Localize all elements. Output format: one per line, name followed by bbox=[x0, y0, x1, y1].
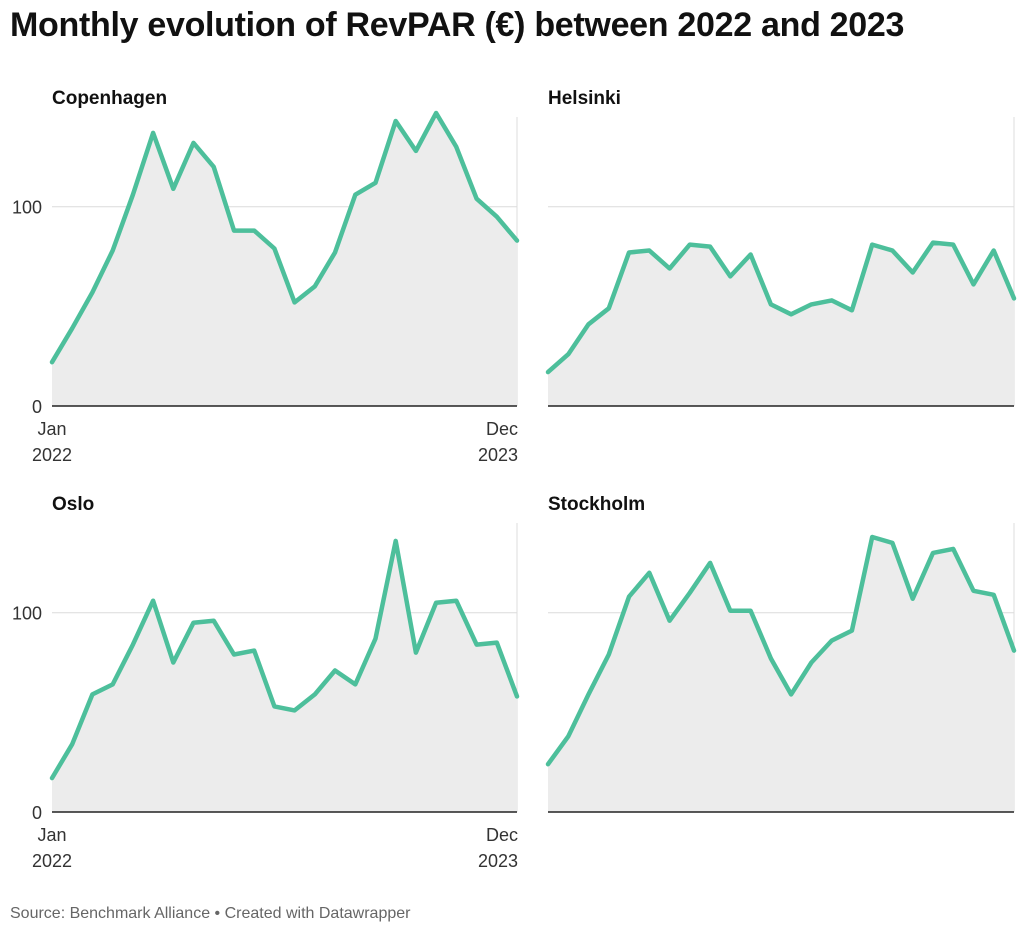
oslo-y-tick-0: 0 bbox=[32, 803, 42, 823]
helsinki-area bbox=[548, 242, 1014, 406]
copenhagen-y-tick-0: 0 bbox=[32, 397, 42, 417]
oslo-series-line bbox=[49, 538, 520, 781]
copenhagen-x-tick-1-line-1: 2023 bbox=[478, 445, 518, 465]
stockholm-area bbox=[548, 537, 1014, 812]
oslo-x-tick-1-line-0: Dec bbox=[486, 825, 518, 845]
stockholm-panel-title: Stockholm bbox=[548, 494, 645, 515]
copenhagen-x-tick-1-line-0: Dec bbox=[486, 419, 518, 439]
copenhagen-x-tick-0-line-0: Jan bbox=[37, 419, 66, 439]
oslo-x-tick-0-line-0: Jan bbox=[37, 825, 66, 845]
oslo-x-tick-1-line-1: 2023 bbox=[478, 851, 518, 871]
oslo-y-tick-100: 100 bbox=[12, 604, 42, 624]
oslo-x-tick-0-line-1: 2022 bbox=[32, 851, 72, 871]
copenhagen-series-line bbox=[49, 110, 520, 365]
copenhagen-panel-title: Copenhagen bbox=[52, 88, 167, 109]
source-footer: Source: Benchmark Alliance • Created wit… bbox=[10, 905, 411, 922]
copenhagen-x-tick-0-line-1: 2022 bbox=[32, 445, 72, 465]
oslo-panel-title: Oslo bbox=[52, 494, 94, 515]
copenhagen-y-tick-100: 100 bbox=[12, 198, 42, 218]
small-multiples-chart: Copenhagen 0 100 Jan 2022 Dec 2023 Helsinki Oslo… bbox=[12, 88, 1017, 871]
helsinki-panel-title: Helsinki bbox=[548, 88, 621, 109]
copenhagen-area bbox=[52, 113, 517, 406]
helsinki-series-line bbox=[545, 240, 1017, 375]
oslo-area bbox=[52, 540, 517, 812]
stockholm-series-line bbox=[545, 534, 1017, 767]
chart-title: Monthly evolution of RevPAR (€) between … bbox=[10, 6, 905, 44]
